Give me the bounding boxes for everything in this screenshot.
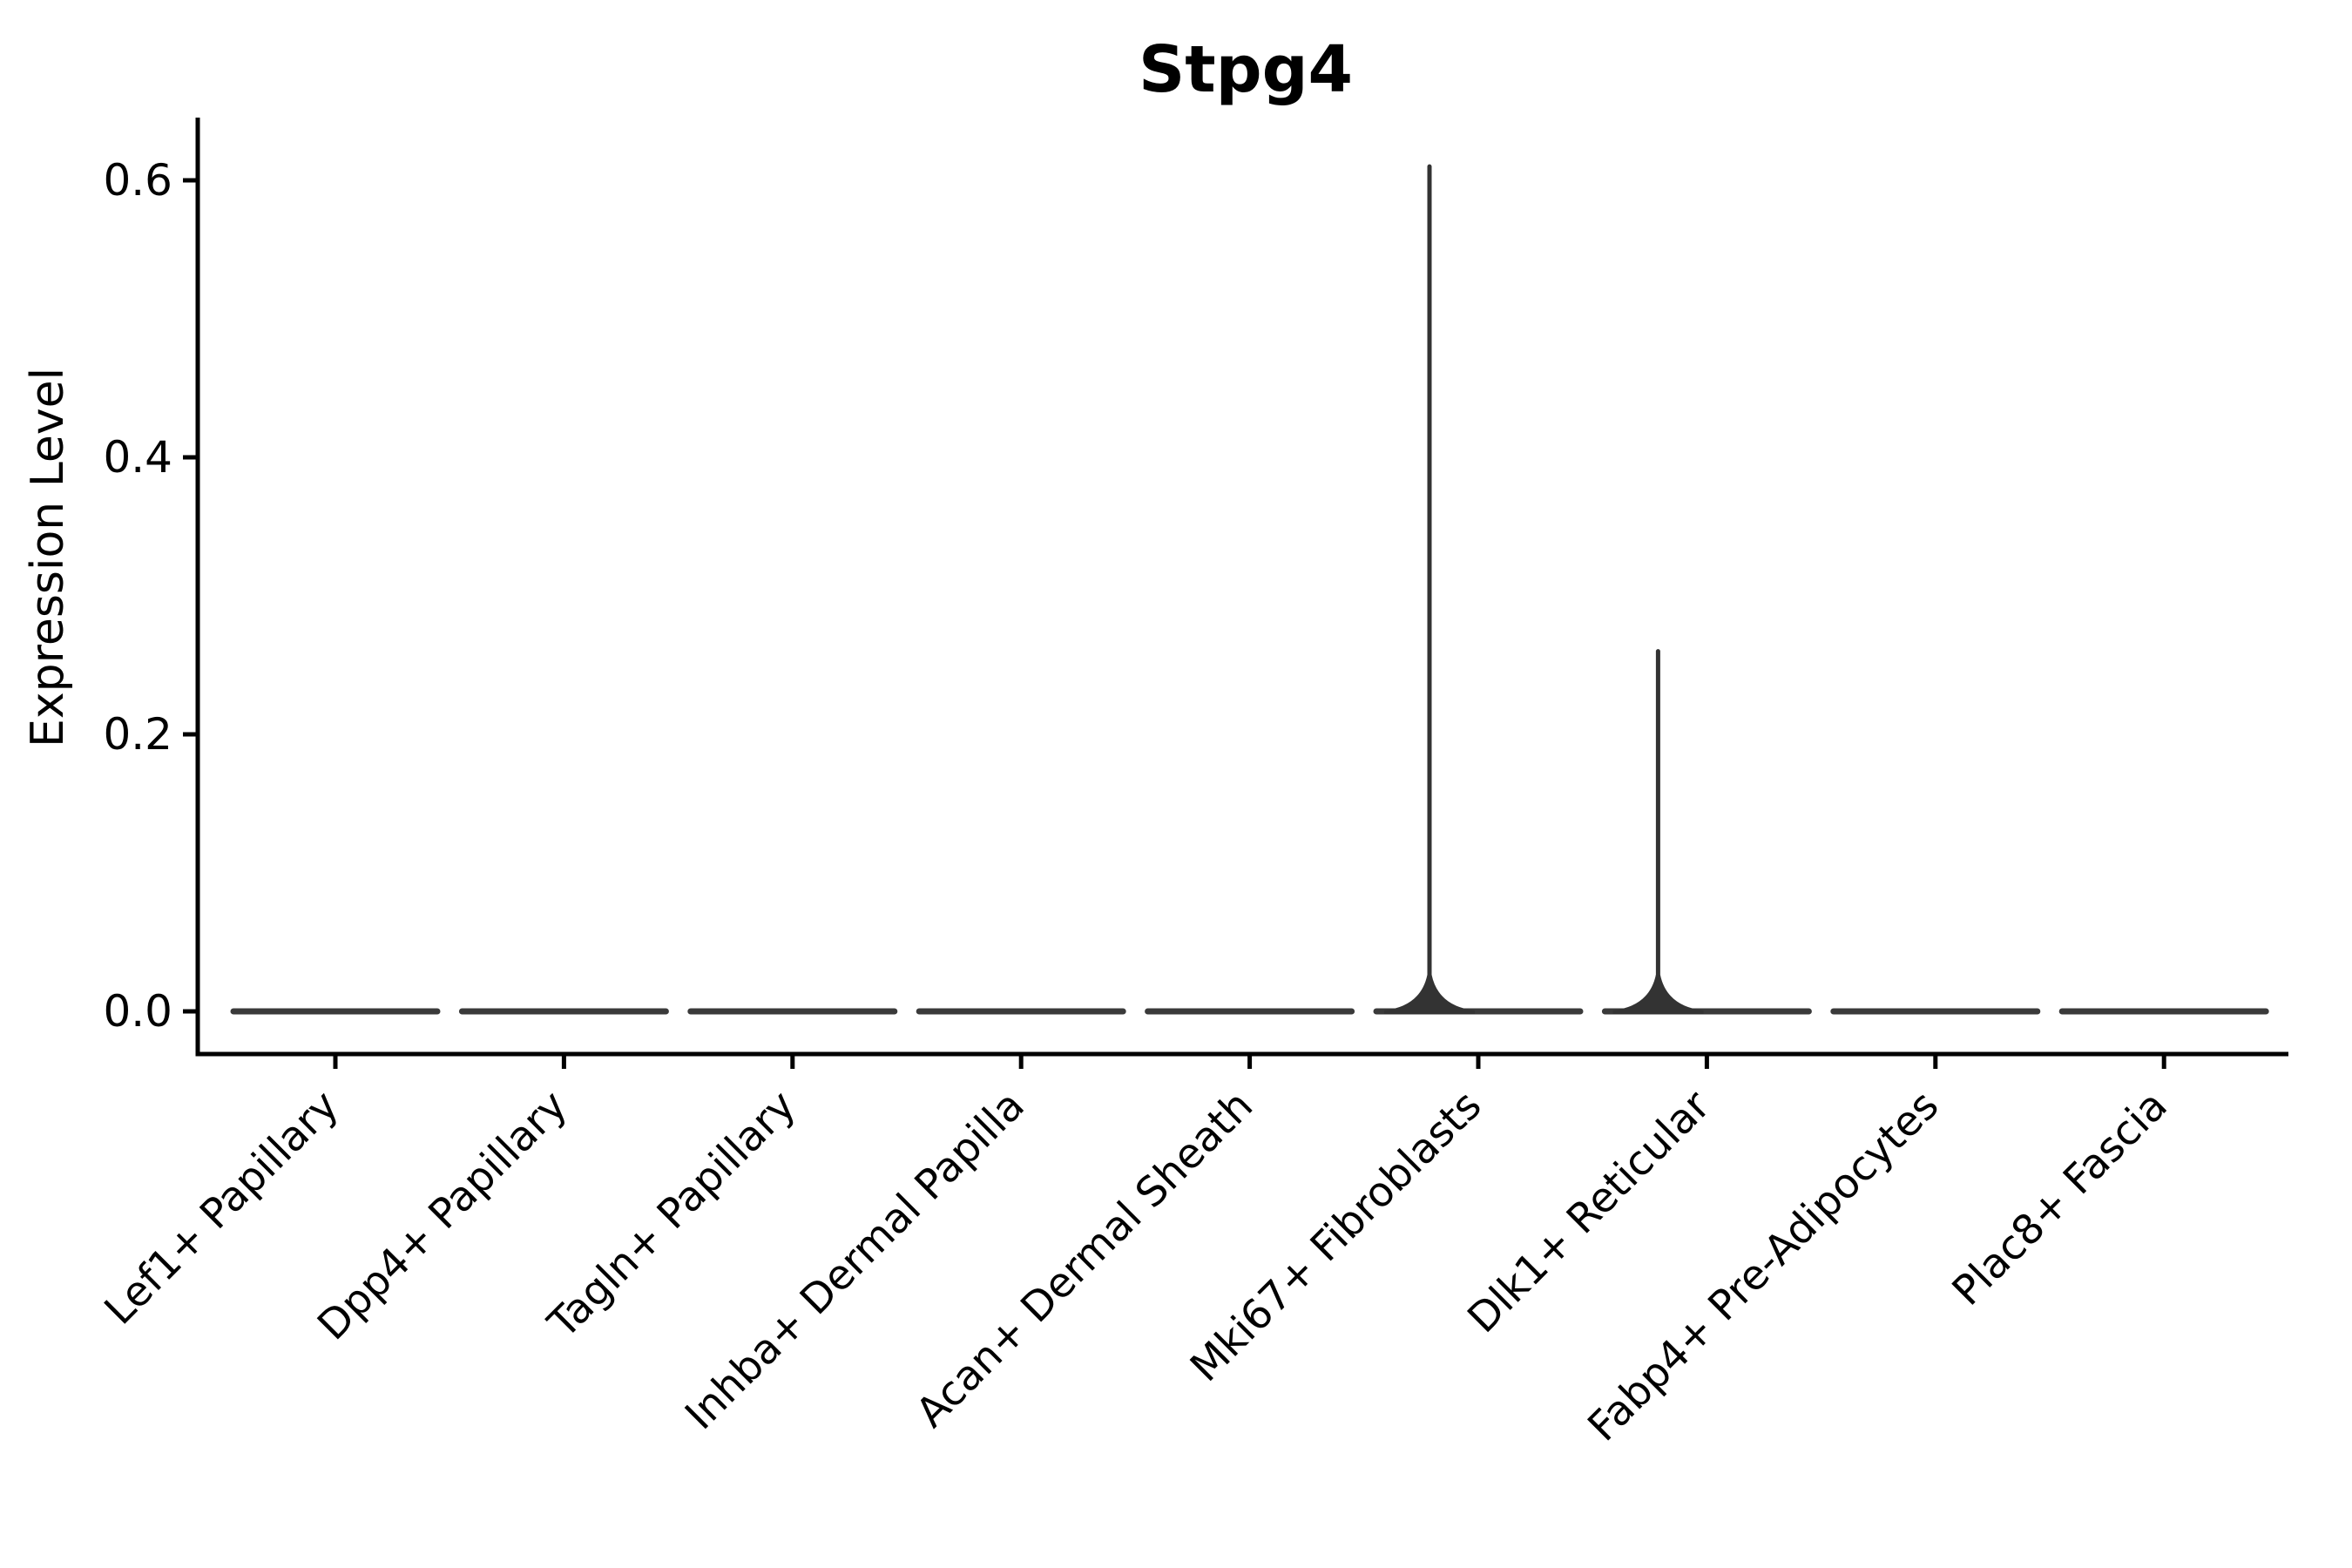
violins-layer	[230, 164, 2269, 1015]
x-tick-label-2: Tagln+ Papillary	[538, 1082, 805, 1348]
x-tick-label-6: Dlk1+ Reticular	[1458, 1081, 1720, 1342]
y-tick-label-2: 0.4	[103, 432, 172, 483]
y-axis: 0.0 0.2 0.4 0.6	[103, 118, 200, 1057]
violin-flare-5	[1384, 975, 1475, 1014]
x-tick-label-1: Dpp4+ Papillary	[308, 1082, 577, 1350]
x-tick-label-8: Plac8+ Fascia	[1943, 1082, 2177, 1315]
y-tick-label-0: 0.0	[103, 986, 172, 1037]
chart-title: Stpg4	[1139, 32, 1353, 107]
violin-flare-6	[1612, 975, 1704, 1014]
y-tick-label-3: 0.6	[103, 155, 172, 206]
y-axis-title: Expression Level	[22, 368, 74, 747]
y-tick-label-1: 0.2	[103, 709, 172, 760]
x-tick-label-0: Lef1+ Papillary	[96, 1082, 348, 1335]
